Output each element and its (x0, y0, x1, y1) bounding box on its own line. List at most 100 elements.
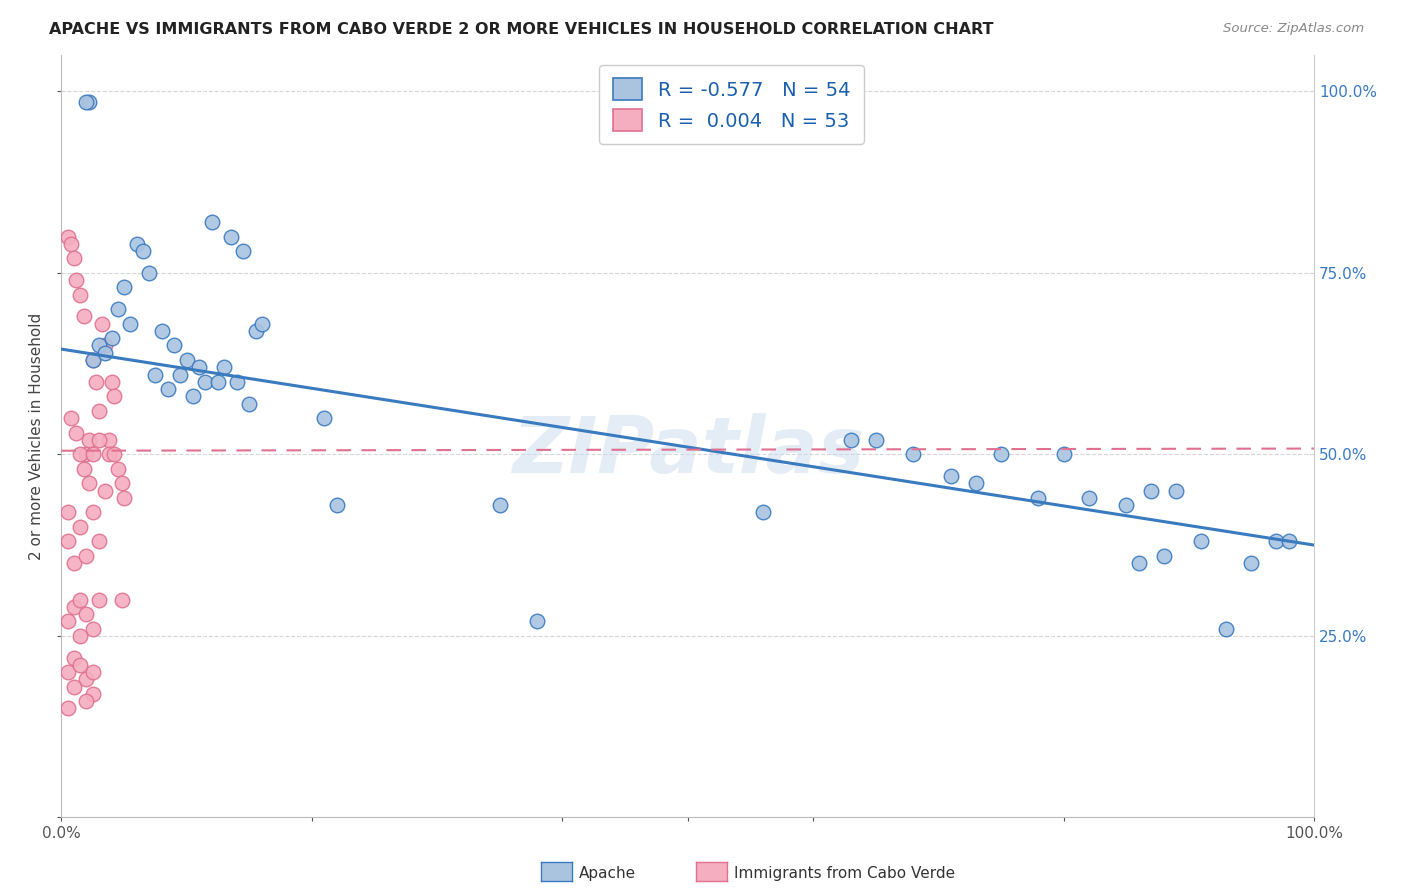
Point (1128, 556, 1150, 570)
Point (238, 396, 260, 410)
Point (56, 534, 79, 549)
Point (150, 324, 173, 338)
Point (219, 229, 242, 244)
Point (138, 266, 160, 280)
Point (103, 389, 125, 403)
Point (245, 324, 267, 338)
Point (98, 447, 121, 461)
Point (990, 447, 1012, 461)
Point (69, 657, 91, 672)
Point (69, 447, 91, 461)
Point (94, 345, 117, 359)
Point (77, 95, 100, 110)
Point (489, 498, 512, 512)
Point (326, 498, 349, 512)
Point (65, 425, 87, 440)
Point (76, 447, 98, 461)
Text: Apache: Apache (579, 866, 637, 880)
Point (1153, 549, 1175, 563)
Point (110, 476, 132, 491)
Point (1115, 498, 1137, 512)
Point (156, 382, 179, 396)
Point (73, 310, 96, 324)
Point (82, 687, 104, 701)
Point (82, 665, 104, 679)
Point (56, 701, 79, 715)
Point (865, 433, 887, 447)
Point (63, 650, 86, 665)
Point (176, 353, 198, 368)
Point (73, 462, 96, 476)
Point (69, 287, 91, 301)
Point (145, 368, 167, 382)
Point (65, 273, 87, 287)
Point (965, 476, 987, 491)
Point (1028, 491, 1050, 505)
Y-axis label: 2 or more Vehicles in Household: 2 or more Vehicles in Household (30, 312, 44, 560)
Text: Immigrants from Cabo Verde: Immigrants from Cabo Verde (734, 866, 955, 880)
Point (63, 680, 86, 694)
Point (87, 534, 110, 549)
Point (107, 462, 129, 476)
Point (94, 483, 117, 498)
Point (69, 592, 91, 607)
Point (98, 433, 121, 447)
Point (163, 338, 186, 352)
Point (63, 599, 86, 614)
Point (1140, 483, 1163, 498)
Point (82, 622, 104, 636)
Point (56, 505, 79, 519)
Point (1189, 534, 1212, 549)
Point (60, 411, 83, 425)
Point (76, 607, 98, 621)
Point (232, 244, 254, 259)
Point (56, 665, 79, 679)
Point (56, 615, 79, 629)
Point (69, 520, 91, 534)
Point (1278, 534, 1301, 549)
Point (82, 353, 104, 368)
Point (939, 469, 962, 483)
Point (56, 229, 79, 244)
Point (103, 447, 125, 461)
Point (214, 360, 236, 375)
Point (69, 629, 91, 643)
Point (188, 360, 211, 375)
Point (76, 549, 98, 563)
Point (82, 447, 104, 461)
Point (112, 491, 135, 505)
Text: APACHE VS IMMIGRANTS FROM CABO VERDE 2 OR MORE VEHICLES IN HOUSEHOLD CORRELATION: APACHE VS IMMIGRANTS FROM CABO VERDE 2 O… (49, 22, 994, 37)
Point (1077, 491, 1099, 505)
Point (839, 433, 862, 447)
Point (82, 353, 104, 368)
Point (63, 252, 86, 266)
Point (100, 375, 122, 389)
Point (87, 433, 110, 447)
Point (87, 592, 110, 607)
Point (77, 476, 100, 491)
Point (87, 338, 110, 352)
Point (1265, 534, 1288, 549)
Point (225, 375, 247, 389)
Point (100, 331, 122, 345)
Point (752, 505, 775, 519)
Point (76, 95, 98, 110)
Point (1052, 447, 1074, 461)
Point (194, 375, 217, 389)
Point (1166, 483, 1188, 498)
Point (125, 236, 148, 251)
Point (207, 375, 229, 389)
Point (87, 404, 110, 418)
Text: Source: ZipAtlas.com: Source: ZipAtlas.com (1223, 22, 1364, 36)
Point (1215, 622, 1237, 636)
Legend: R = -0.577   N = 54, R =  0.004   N = 53: R = -0.577 N = 54, R = 0.004 N = 53 (599, 65, 863, 145)
Point (526, 615, 548, 629)
Point (132, 244, 155, 259)
Point (60, 236, 83, 251)
Point (86, 375, 108, 389)
Text: ZIPatlas: ZIPatlas (512, 414, 863, 490)
Point (76, 673, 98, 687)
Point (181, 389, 204, 403)
Point (110, 592, 132, 607)
Point (201, 215, 224, 229)
